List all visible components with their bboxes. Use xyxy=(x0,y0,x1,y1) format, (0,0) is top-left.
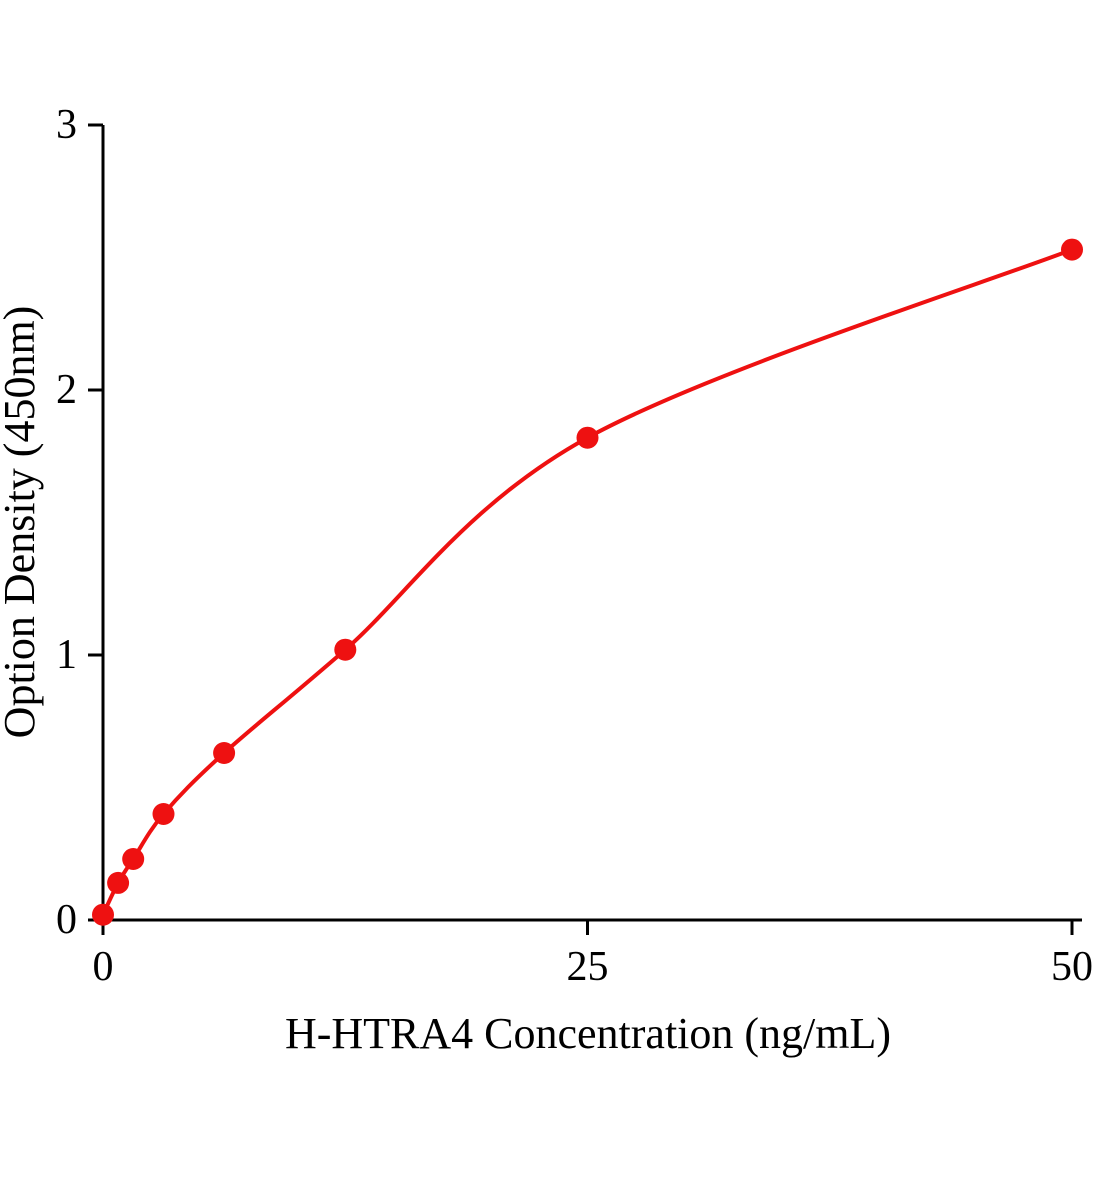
plot-layer: 0 1 2 3 0 25 50 xyxy=(56,102,1093,990)
data-point xyxy=(576,426,599,449)
y-tick-label: 2 xyxy=(56,367,77,413)
x-tick-label: 50 xyxy=(1051,944,1093,990)
data-point xyxy=(1061,238,1083,261)
axes xyxy=(101,125,1082,922)
data-point xyxy=(92,903,114,926)
data-point xyxy=(334,638,357,661)
data-point xyxy=(107,871,130,894)
x-tick-label: 0 xyxy=(93,944,114,990)
y-axis-label: Option Density (450nm) xyxy=(0,306,44,739)
data-point xyxy=(213,742,236,764)
y-tick-label: 0 xyxy=(56,897,77,943)
y-tick-label: 3 xyxy=(56,102,77,148)
data-point xyxy=(122,848,145,870)
x-tick-label: 25 xyxy=(567,944,609,990)
data-point xyxy=(152,803,175,825)
y-tick-label: 1 xyxy=(56,632,77,678)
fit-curve xyxy=(101,247,1074,917)
x-axis-label: H-HTRA4 Concentration (ng/mL) xyxy=(285,1009,891,1058)
